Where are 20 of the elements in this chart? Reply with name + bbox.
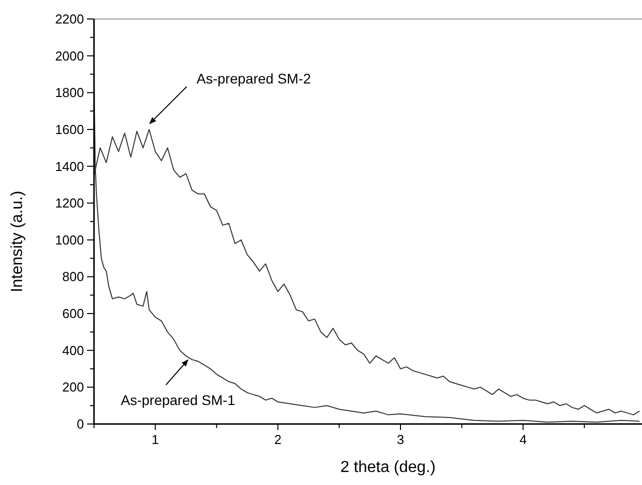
y-axis-title: Intensity (a.u.)	[9, 190, 26, 292]
x-tick-label: 4	[519, 432, 527, 447]
y-tick-label: 1800	[55, 85, 84, 100]
y-tick-label: 1000	[55, 232, 84, 248]
annotation: As-prepared SM-1	[120, 392, 236, 408]
y-tick-label: 200	[62, 380, 84, 395]
annotation: As-prepared SM-2	[196, 70, 312, 87]
x-axis-title: 2 theta (deg.)	[340, 459, 436, 476]
x-tick-label: 2	[274, 432, 282, 447]
x-tick-label: 1	[152, 432, 159, 447]
y-tick-label: 0	[76, 416, 84, 432]
y-tick-label: 600	[62, 306, 84, 322]
y-tick-label: 400	[62, 342, 84, 358]
y-tick-label: 1200	[55, 196, 84, 211]
y-tick-label: 2200	[55, 12, 84, 26]
x-tick-label: 3	[396, 432, 404, 447]
y-tick-label: 1400	[55, 158, 84, 174]
y-tick-label: 800	[62, 269, 84, 284]
y-tick-label: 2000	[55, 48, 84, 64]
y-tick-label: 1600	[55, 122, 84, 137]
